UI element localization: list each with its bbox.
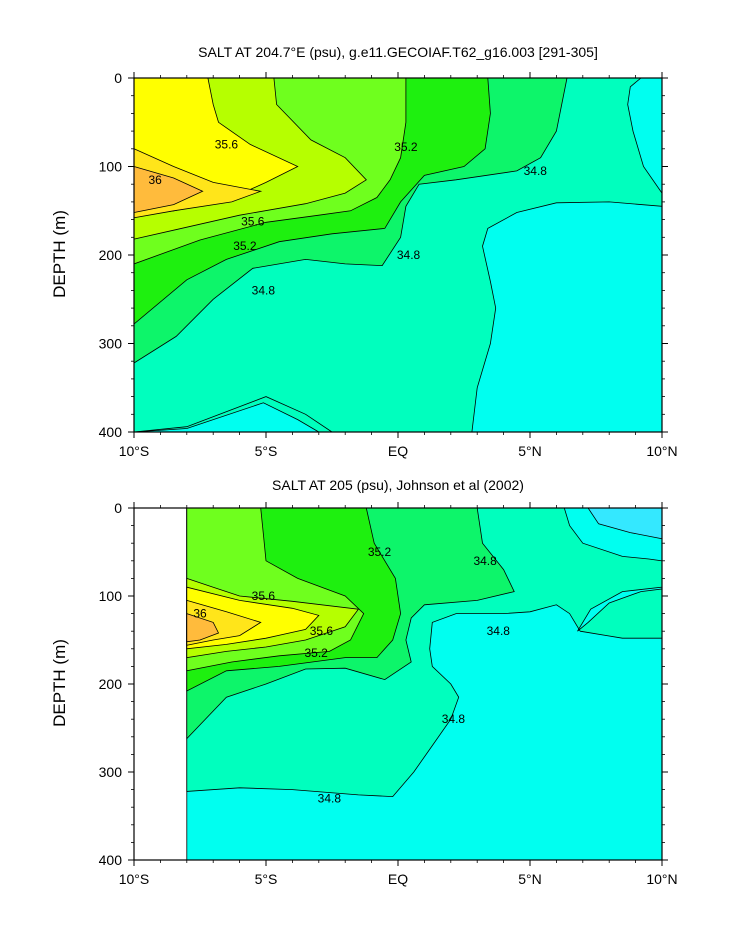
contour-label: 35.6 (241, 214, 265, 228)
contour-label: 34.8 (487, 624, 511, 638)
contour-label: 35.2 (394, 140, 418, 154)
plot-area: 0 100 200 300 400 10°S 5°S EQ 5°N 10°N 35.6 36 35.2 3… (99, 70, 678, 459)
contour-label: 34.8 (442, 712, 466, 726)
x-tick-label: 5°S (255, 443, 278, 459)
contour-label: 35.2 (368, 545, 392, 559)
y-tick-label: 200 (99, 676, 123, 692)
y-tick-label: 300 (99, 764, 123, 780)
contour-label: 35.6 (215, 137, 239, 151)
x-tick-label: 5°N (518, 871, 542, 887)
x-tick-label: EQ (388, 871, 408, 887)
contour-label: 36 (148, 173, 162, 187)
y-tick-label: 200 (99, 247, 123, 263)
chart-title-observed: SALT AT 205 (psu), Johnson et al (2002) (272, 477, 524, 493)
y-tick-label: 100 (99, 588, 123, 604)
plot-area: 0 100 200 300 400 10°S 5°S EQ 5°N 10°N 35.2 34.8 35.… (99, 500, 678, 887)
x-tick-label: 10°N (646, 871, 677, 887)
y-tick-label: 400 (99, 852, 123, 868)
x-tick-label: 5°S (255, 871, 278, 887)
contour-label: 34.8 (473, 554, 497, 568)
contour-label: 34.8 (252, 283, 276, 297)
contour-label: 34.8 (397, 248, 421, 262)
contour-label: 35.6 (310, 624, 334, 638)
y-tick-label: 0 (114, 500, 122, 516)
contour-label: 35.6 (252, 589, 276, 603)
x-tick-label: 10°S (119, 443, 150, 459)
contour-label: 35.2 (233, 239, 257, 253)
contour-label: 34.8 (318, 791, 342, 805)
chart-title-model: SALT AT 204.7°E (psu), g.e11.GECOIAF.T62… (198, 44, 598, 60)
contour-plot-model: 0 100 200 300 400 10°S 5°S EQ 5°N 10°N 35.6 36 35.2 3… (99, 70, 678, 459)
y-tick-label: 0 (114, 70, 122, 86)
x-tick-label: EQ (388, 443, 408, 459)
x-tick-label: 10°S (119, 871, 150, 887)
x-tick-label: 10°N (646, 443, 677, 459)
contour-label: 34.8 (524, 164, 548, 178)
contour-label: 36 (193, 607, 207, 621)
contour-label: 35.2 (304, 646, 328, 660)
y-tick-label: 400 (99, 424, 123, 440)
y-tick-label: 300 (99, 336, 123, 352)
contour-region (186, 613, 220, 643)
y-tick-label: 100 (99, 159, 123, 175)
x-tick-label: 5°N (518, 443, 542, 459)
